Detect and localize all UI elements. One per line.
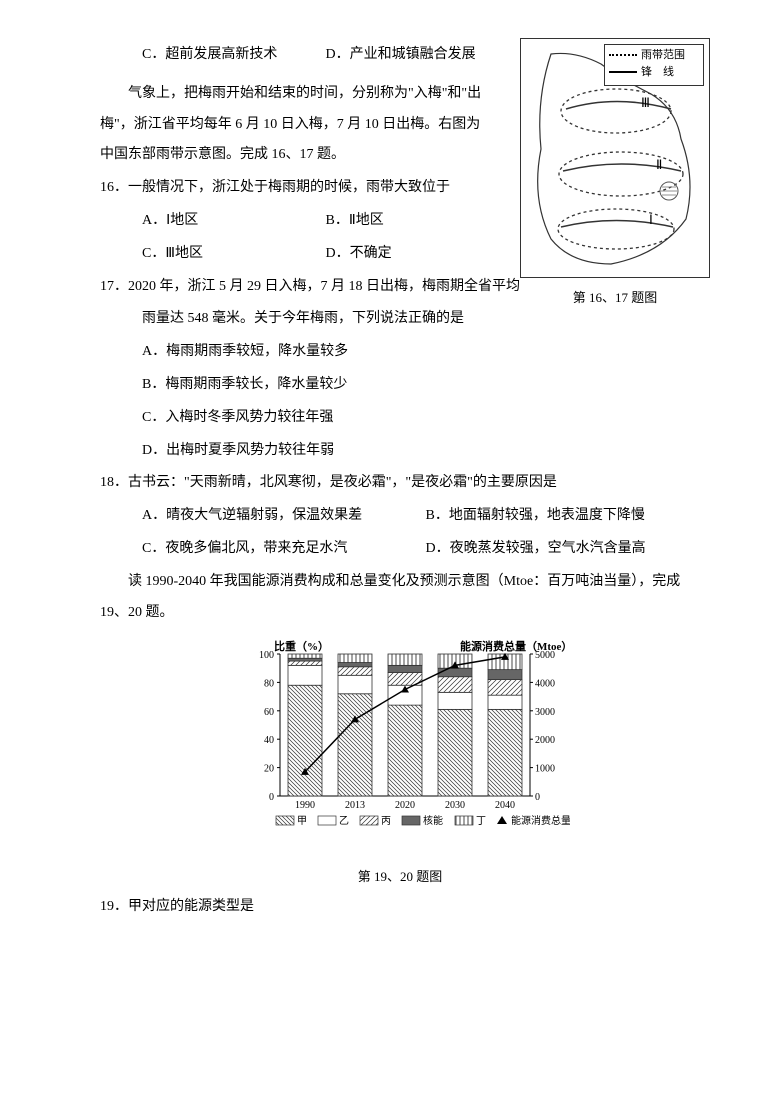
svg-text:80: 80	[264, 679, 274, 690]
q18-b: B．地面辐射较强，地表温度下降慢	[426, 501, 645, 532]
svg-text:甲: 甲	[297, 816, 307, 827]
svg-text:0: 0	[535, 792, 540, 803]
svg-text:100: 100	[259, 650, 274, 661]
svg-text:Ⅱ: Ⅱ	[656, 157, 662, 172]
map-legend: 雨带范围 锋 线	[604, 44, 704, 86]
q18-stem: 18．古书云："天雨新晴，北风寒彻，是夜必霜"，"是夜必霜"的主要原因是	[100, 468, 700, 499]
svg-text:3000: 3000	[535, 707, 555, 718]
svg-text:0: 0	[269, 792, 274, 803]
svg-text:核能: 核能	[423, 814, 443, 827]
svg-text:40: 40	[264, 736, 274, 747]
opt-d: D．产业和城镇融合发展	[326, 40, 476, 71]
energy-chart: 020406080100比重（%）010002000300040005000能源…	[230, 636, 570, 891]
q17-a: A．梅雨期雨季较短，降水量较多	[100, 337, 700, 368]
svg-text:20: 20	[264, 764, 274, 775]
q16-a: A．Ⅰ地区	[142, 206, 322, 237]
q16-c: C．Ⅲ地区	[142, 239, 322, 270]
svg-text:丁: 丁	[476, 816, 486, 827]
svg-text:2040: 2040	[495, 800, 515, 811]
svg-text:1000: 1000	[535, 764, 555, 775]
q17-b: B．梅雨期雨季较长，降水量较少	[100, 370, 700, 401]
svg-text:2030: 2030	[445, 800, 465, 811]
svg-text:2020: 2020	[395, 800, 415, 811]
dash-icon	[609, 54, 637, 56]
q18-d: D．夜晚蒸发较强，空气水汽含量高	[426, 534, 646, 565]
svg-text:2013: 2013	[345, 800, 365, 811]
svg-text:4000: 4000	[535, 679, 555, 690]
q17-d: D．出梅时夏季风势力较往年弱	[100, 436, 700, 467]
svg-text:能源消费总量（Mtoe）: 能源消费总量（Mtoe）	[460, 639, 570, 653]
intro-19-20: 读 1990-2040 年我国能源消费构成和总量变化及预测示意图（Mtoe：百万…	[100, 567, 700, 629]
q16-d: D．不确定	[326, 239, 392, 270]
map-figure: 雨带范围 锋 线 Ⅲ Ⅱ Ⅰ 第 16、17	[520, 38, 710, 313]
solid-icon	[609, 71, 637, 73]
svg-text:60: 60	[264, 707, 274, 718]
svg-text:丙: 丙	[381, 816, 391, 827]
opt-c: C．超前发展高新技术	[142, 40, 322, 71]
map-box: 雨带范围 锋 线 Ⅲ Ⅱ Ⅰ	[520, 38, 710, 278]
legend-rain-label: 雨带范围	[641, 47, 685, 64]
svg-text:能源消费总量: 能源消费总量	[511, 814, 570, 827]
legend-front-label: 锋 线	[641, 64, 674, 81]
svg-text:乙: 乙	[339, 815, 349, 827]
q18-c: C．夜晚多偏北风，带来充足水汽	[142, 534, 422, 565]
q19-stem: 19．甲对应的能源类型是	[100, 892, 700, 923]
svg-text:比重（%）: 比重（%）	[274, 639, 329, 653]
svg-text:2000: 2000	[535, 736, 555, 747]
svg-text:Ⅰ: Ⅰ	[649, 212, 653, 227]
intro-16-17: 气象上，把梅雨开始和结束的时间，分别称为"入梅"和"出梅"，浙江省平均每年 6 …	[100, 79, 490, 171]
svg-text:Ⅲ: Ⅲ	[641, 95, 650, 110]
chart-caption: 第 19、20 题图	[230, 863, 570, 892]
q17-c: C．入梅时冬季风势力较往年强	[100, 403, 700, 434]
q18-a: A．晴夜大气逆辐射弱，保温效果差	[142, 501, 422, 532]
svg-text:1990: 1990	[295, 800, 315, 811]
q16-b: B．Ⅱ地区	[326, 206, 384, 237]
map-caption: 第 16、17 题图	[520, 284, 710, 313]
